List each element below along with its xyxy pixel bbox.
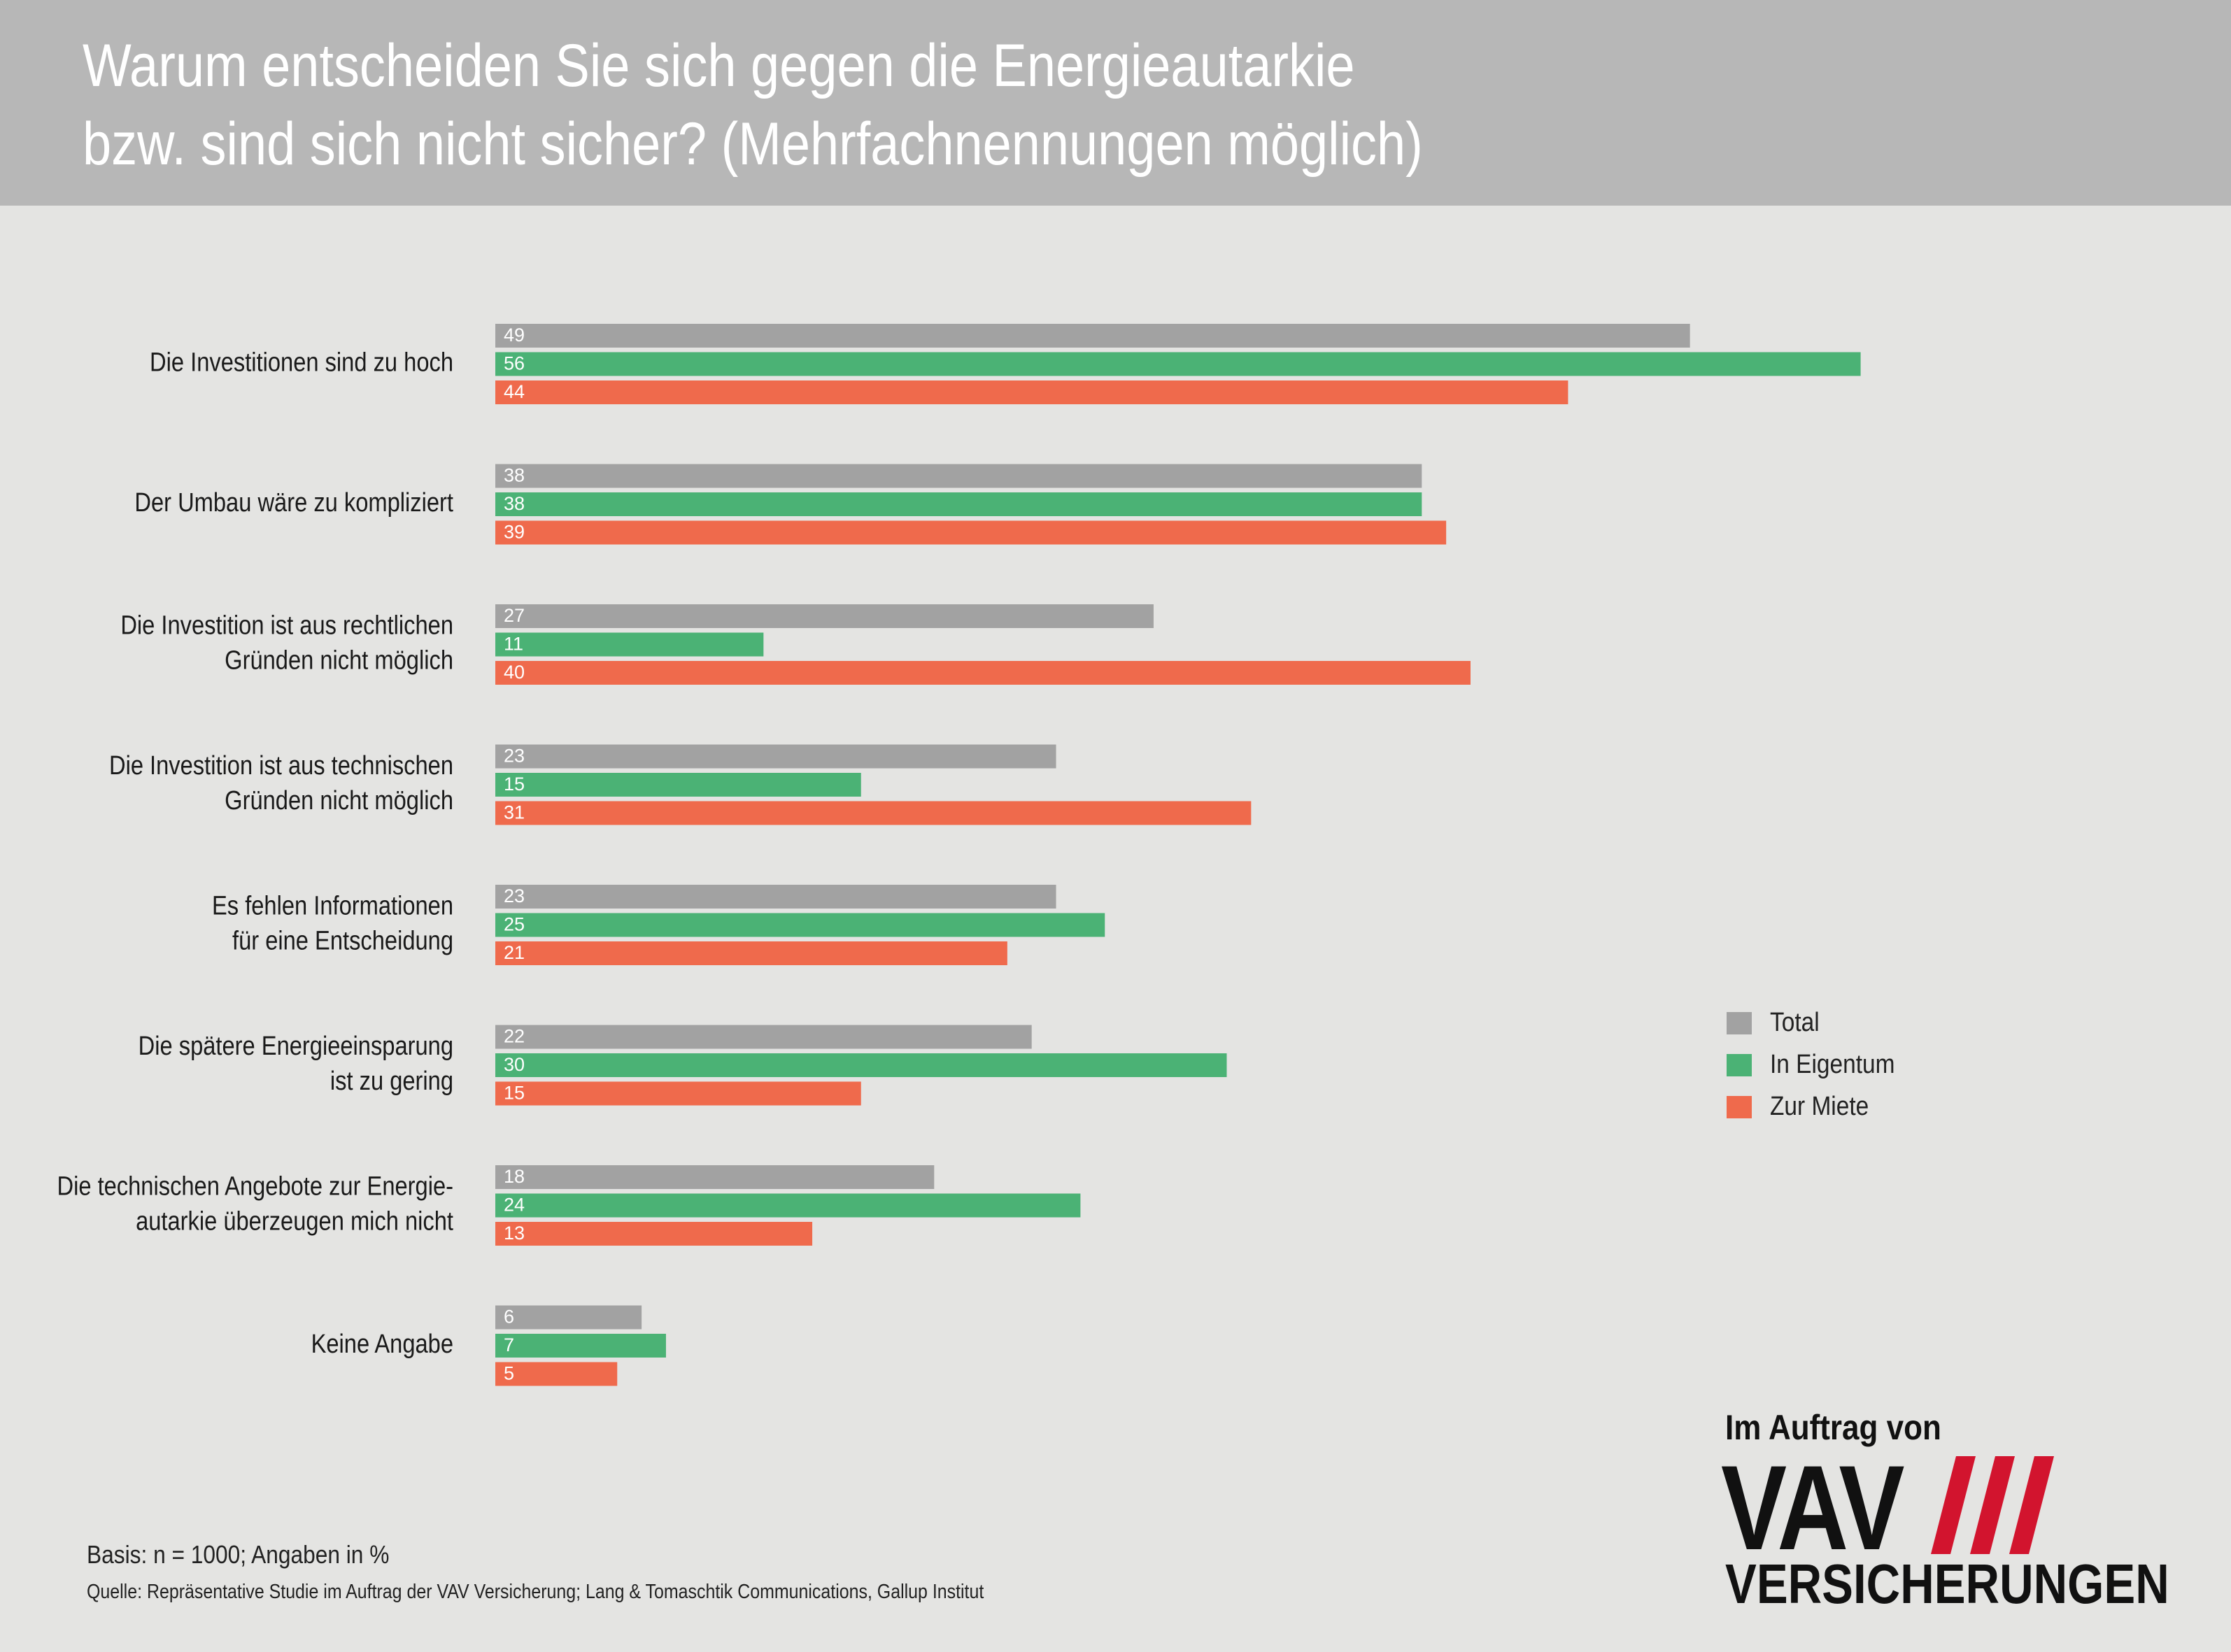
- bar-value-label: 7: [504, 1334, 514, 1355]
- bar-group: 49 56 44 Die Investitionen sind zu hoch: [150, 324, 1861, 404]
- bar-total: [495, 464, 1422, 488]
- bar-value-label: 38: [504, 465, 525, 486]
- chart-title-line-2: bzw. sind sich nicht sicher? (Mehrfachne…: [83, 111, 1423, 178]
- bar-value-label: 49: [504, 325, 525, 346]
- bar-zur-miete: [495, 520, 1447, 545]
- bar-zur-miete: [495, 380, 1568, 404]
- footer-source: Quelle: Repräsentative Studie im Auftrag…: [87, 1581, 984, 1603]
- bar-group: 27 11 40 Die Investition ist aus rechtliche…: [120, 604, 1471, 685]
- legend-label-in-eigentum: In Eigentum: [1770, 1050, 1895, 1079]
- bar-in-eigentum: [495, 632, 764, 657]
- header-banner: Warum entscheiden Sie sich gegen die Ene…: [0, 0, 2231, 206]
- category-label: Die spätere Energieeinsparung: [139, 1031, 453, 1061]
- bar-value-label: 18: [504, 1166, 525, 1187]
- bar-value-label: 5: [504, 1363, 514, 1384]
- category-label: Die Investition ist aus rechtlichen: [120, 610, 453, 640]
- bar-value-label: 44: [504, 381, 525, 402]
- bar-value-label: 23: [504, 885, 525, 906]
- bar-value-label: 56: [504, 353, 525, 374]
- bar-total: [495, 744, 1056, 769]
- bar-value-label: 31: [504, 802, 525, 823]
- bar-value-label: 23: [504, 746, 525, 767]
- bar-value-label: 40: [504, 662, 525, 683]
- category-label: Die Investition ist aus technischen: [109, 750, 453, 781]
- chart-title-line-1: Warum entscheiden Sie sich gegen die Ene…: [83, 32, 1355, 99]
- bar-value-label: 24: [504, 1195, 525, 1216]
- category-label: autarkie überzeugen mich nicht: [136, 1206, 453, 1236]
- bar-value-label: 39: [504, 522, 525, 543]
- bar-in-eigentum: [495, 913, 1105, 937]
- bar-zur-miete: [495, 1081, 861, 1106]
- chart-title: Warum entscheiden Sie sich gegen die Ene…: [83, 27, 1423, 183]
- bar-value-label: 15: [504, 774, 525, 795]
- bar-total: [495, 324, 1690, 348]
- bar-zur-miete: [495, 941, 1007, 965]
- category-label: ist zu gering: [330, 1066, 453, 1096]
- category-label: Der Umbau wäre zu kompliziert: [134, 487, 453, 518]
- bar-in-eigentum: [495, 352, 1861, 376]
- logo-commission-text: Im Auftrag von: [1725, 1408, 1941, 1447]
- bar-value-label: 27: [504, 605, 525, 626]
- legend-swatch-in-eigentum: [1727, 1054, 1752, 1076]
- logo-subline: VERSICHERUNGEN: [1725, 1553, 2169, 1615]
- bar-value-label: 30: [504, 1054, 525, 1075]
- legend-label-total: Total: [1770, 1008, 1820, 1037]
- category-label: Es fehlen Informationen: [212, 890, 453, 920]
- category-label: Die technischen Angebote zur Energie-: [57, 1171, 453, 1201]
- legend-label-zur-miete: Zur Miete: [1770, 1092, 1869, 1121]
- category-label: Gründen nicht möglich: [225, 645, 453, 675]
- bar-in-eigentum: [495, 1053, 1227, 1077]
- bar-group: 18 24 13 Die technischen Angebote zur Energ…: [57, 1165, 1081, 1246]
- bar-in-eigentum: [495, 773, 861, 797]
- bar-in-eigentum: [495, 1193, 1081, 1218]
- logo-wordmark: VAV: [1721, 1441, 1905, 1575]
- bar-group: 6 7 5 Keine Angabe: [311, 1305, 666, 1386]
- bar-group: 23 15 31 Die Investition ist aus technische…: [109, 744, 1252, 825]
- bar-total: [495, 604, 1154, 628]
- bar-total: [495, 1305, 642, 1330]
- category-label: Keine Angabe: [311, 1329, 453, 1359]
- bar-value-label: 22: [504, 1026, 525, 1047]
- bar-zur-miete: [495, 1222, 813, 1246]
- legend-swatch-total: [1727, 1012, 1752, 1034]
- bar-group: 22 30 15 Die spätere Energieeinsparung ist z…: [139, 1025, 1227, 1106]
- legend-swatch-zur-miete: [1727, 1096, 1752, 1118]
- bar-zur-miete: [495, 1362, 618, 1386]
- bar-zur-miete: [495, 801, 1252, 825]
- footer-basis: Basis: n = 1000; Angaben in %: [87, 1540, 390, 1569]
- bar-total: [495, 885, 1056, 909]
- logo-stripes-icon: [1931, 1456, 2054, 1554]
- bar-total: [495, 1025, 1032, 1049]
- bar-value-label: 6: [504, 1306, 514, 1327]
- bar-group: 38 38 39 Der Umbau wäre zu kompliziert: [134, 464, 1447, 545]
- bar-zur-miete: [495, 661, 1471, 685]
- bar-value-label: 11: [504, 634, 523, 655]
- bar-total: [495, 1165, 935, 1189]
- bar-in-eigentum: [495, 492, 1422, 516]
- category-label: für eine Entscheidung: [232, 925, 453, 955]
- bar-value-label: 21: [504, 942, 525, 963]
- vav-logo: Im Auftrag von VAV VERSICHERUNGEN: [1721, 1407, 2201, 1617]
- category-label: Die Investitionen sind zu hoch: [150, 347, 453, 377]
- bar-value-label: 13: [504, 1223, 525, 1244]
- bar-in-eigentum: [495, 1334, 666, 1358]
- bar-group: 23 25 21 Es fehlen Informationen für eine En…: [212, 885, 1105, 965]
- category-label: Gründen nicht möglich: [225, 785, 453, 816]
- bar-value-label: 38: [504, 493, 525, 514]
- bar-value-label: 25: [504, 914, 525, 935]
- bar-value-label: 15: [504, 1083, 525, 1104]
